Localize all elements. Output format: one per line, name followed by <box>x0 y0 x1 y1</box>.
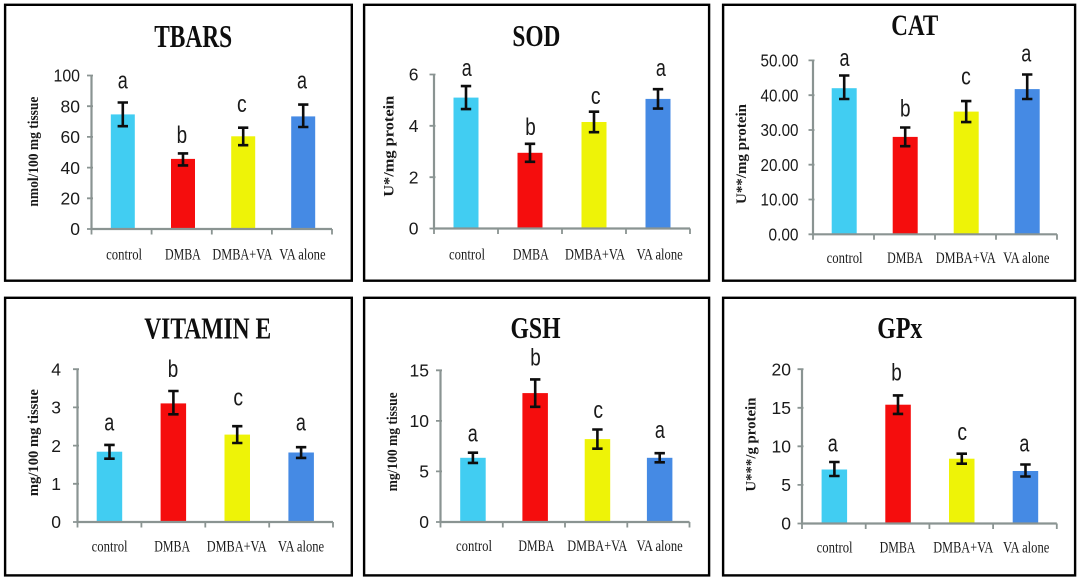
svg-text:a: a <box>468 420 478 447</box>
svg-text:0: 0 <box>51 512 61 532</box>
svg-text:DMBA+VA: DMBA+VA <box>933 540 993 557</box>
svg-text:50.00: 50.00 <box>761 51 799 71</box>
svg-text:VITAMIN E: VITAMIN E <box>144 310 271 345</box>
svg-text:60: 60 <box>61 127 81 147</box>
svg-text:DMBA+VA: DMBA+VA <box>565 246 625 263</box>
svg-text:20: 20 <box>772 359 792 379</box>
svg-text:a: a <box>296 409 306 436</box>
svg-text:DMBA: DMBA <box>880 540 916 557</box>
svg-text:b: b <box>891 360 902 387</box>
svg-text:VA alone: VA alone <box>636 538 682 555</box>
svg-text:TBARS: TBARS <box>154 18 232 54</box>
svg-text:a: a <box>1021 41 1031 68</box>
svg-text:c: c <box>591 83 601 110</box>
svg-text:control: control <box>456 538 492 555</box>
svg-text:GPx: GPx <box>877 311 923 345</box>
svg-text:DMBA: DMBA <box>165 247 201 264</box>
svg-text:a: a <box>104 409 114 436</box>
svg-text:GSH: GSH <box>511 311 561 345</box>
svg-text:20: 20 <box>61 189 81 209</box>
svg-text:a: a <box>828 431 838 458</box>
svg-text:control: control <box>827 250 863 267</box>
svg-text:VA alone: VA alone <box>278 539 324 556</box>
svg-text:4: 4 <box>409 116 419 136</box>
svg-text:1: 1 <box>51 474 61 494</box>
svg-text:a: a <box>655 417 665 444</box>
svg-text:DMBA: DMBA <box>518 538 554 555</box>
svg-text:DMBA: DMBA <box>154 539 190 556</box>
svg-text:c: c <box>593 397 603 424</box>
svg-text:c: c <box>961 64 971 91</box>
svg-text:10.00: 10.00 <box>761 190 799 210</box>
svg-text:0: 0 <box>70 219 80 239</box>
svg-text:VA alone: VA alone <box>1003 250 1049 267</box>
svg-text:0.00: 0.00 <box>769 225 799 245</box>
svg-text:100: 100 <box>54 66 81 86</box>
svg-text:control: control <box>817 540 853 557</box>
svg-text:VA alone: VA alone <box>1003 540 1049 557</box>
svg-text:30.00: 30.00 <box>761 120 799 140</box>
svg-text:c: c <box>957 419 967 446</box>
svg-text:a: a <box>462 55 472 82</box>
svg-text:40.00: 40.00 <box>761 85 799 105</box>
svg-text:c: c <box>237 91 247 118</box>
svg-text:5: 5 <box>419 462 429 482</box>
svg-text:DMBA: DMBA <box>887 250 923 267</box>
svg-text:VA alone: VA alone <box>636 246 682 263</box>
svg-text:control: control <box>92 539 128 556</box>
svg-text:DMBA+VA: DMBA+VA <box>212 247 272 264</box>
svg-text:mg/100 mg tissue: mg/100 mg tissue <box>385 392 401 491</box>
svg-text:b: b <box>530 345 541 372</box>
svg-text:6: 6 <box>409 65 419 85</box>
svg-text:SOD: SOD <box>512 19 560 53</box>
svg-text:a: a <box>118 67 128 94</box>
svg-text:a: a <box>297 67 307 94</box>
svg-text:U***/g protein: U***/g protein <box>744 397 760 492</box>
svg-text:b: b <box>525 114 536 141</box>
svg-text:15: 15 <box>410 361 429 381</box>
svg-text:b: b <box>900 96 911 123</box>
svg-text:80: 80 <box>61 96 81 116</box>
svg-text:10: 10 <box>772 437 792 457</box>
svg-text:b: b <box>168 356 179 383</box>
svg-text:DMBA+VA: DMBA+VA <box>207 539 267 556</box>
svg-text:a: a <box>1019 431 1029 458</box>
svg-text:3: 3 <box>51 398 61 418</box>
svg-text:control: control <box>106 247 142 264</box>
svg-text:mg/100 mg tissue: mg/100 mg tissue <box>26 389 42 496</box>
svg-text:20.00: 20.00 <box>761 155 799 175</box>
svg-text:DMBA: DMBA <box>513 246 549 263</box>
svg-text:DMBA+VA: DMBA+VA <box>567 538 627 555</box>
svg-text:b: b <box>177 122 188 149</box>
svg-text:0: 0 <box>419 512 429 532</box>
svg-text:0: 0 <box>781 514 791 534</box>
svg-text:CAT: CAT <box>891 9 938 42</box>
svg-text:U*/mg protein: U*/mg protein <box>382 95 398 197</box>
svg-text:a: a <box>656 55 666 82</box>
svg-text:40: 40 <box>61 158 81 178</box>
svg-text:DMBA+VA: DMBA+VA <box>936 250 996 267</box>
svg-text:0: 0 <box>409 219 419 239</box>
svg-text:2: 2 <box>51 436 61 456</box>
svg-text:2: 2 <box>409 167 419 187</box>
svg-text:5: 5 <box>781 475 791 495</box>
svg-text:10: 10 <box>410 411 430 431</box>
svg-text:4: 4 <box>51 359 61 379</box>
svg-text:15: 15 <box>772 398 791 418</box>
svg-text:U**/mg protein: U**/mg protein <box>734 103 750 204</box>
svg-text:VA alone: VA alone <box>279 247 325 264</box>
svg-text:control: control <box>449 246 485 263</box>
svg-text:a: a <box>840 45 850 72</box>
svg-text:c: c <box>233 384 243 411</box>
svg-text:nmol/100 mg tissue: nmol/100 mg tissue <box>26 96 42 206</box>
